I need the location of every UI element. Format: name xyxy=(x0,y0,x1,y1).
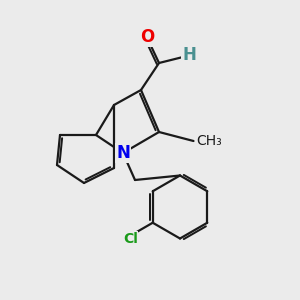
Text: Cl: Cl xyxy=(123,232,138,246)
Text: N: N xyxy=(116,144,130,162)
Text: H: H xyxy=(182,46,196,64)
Text: O: O xyxy=(140,28,154,46)
Text: CH₃: CH₃ xyxy=(196,134,222,148)
